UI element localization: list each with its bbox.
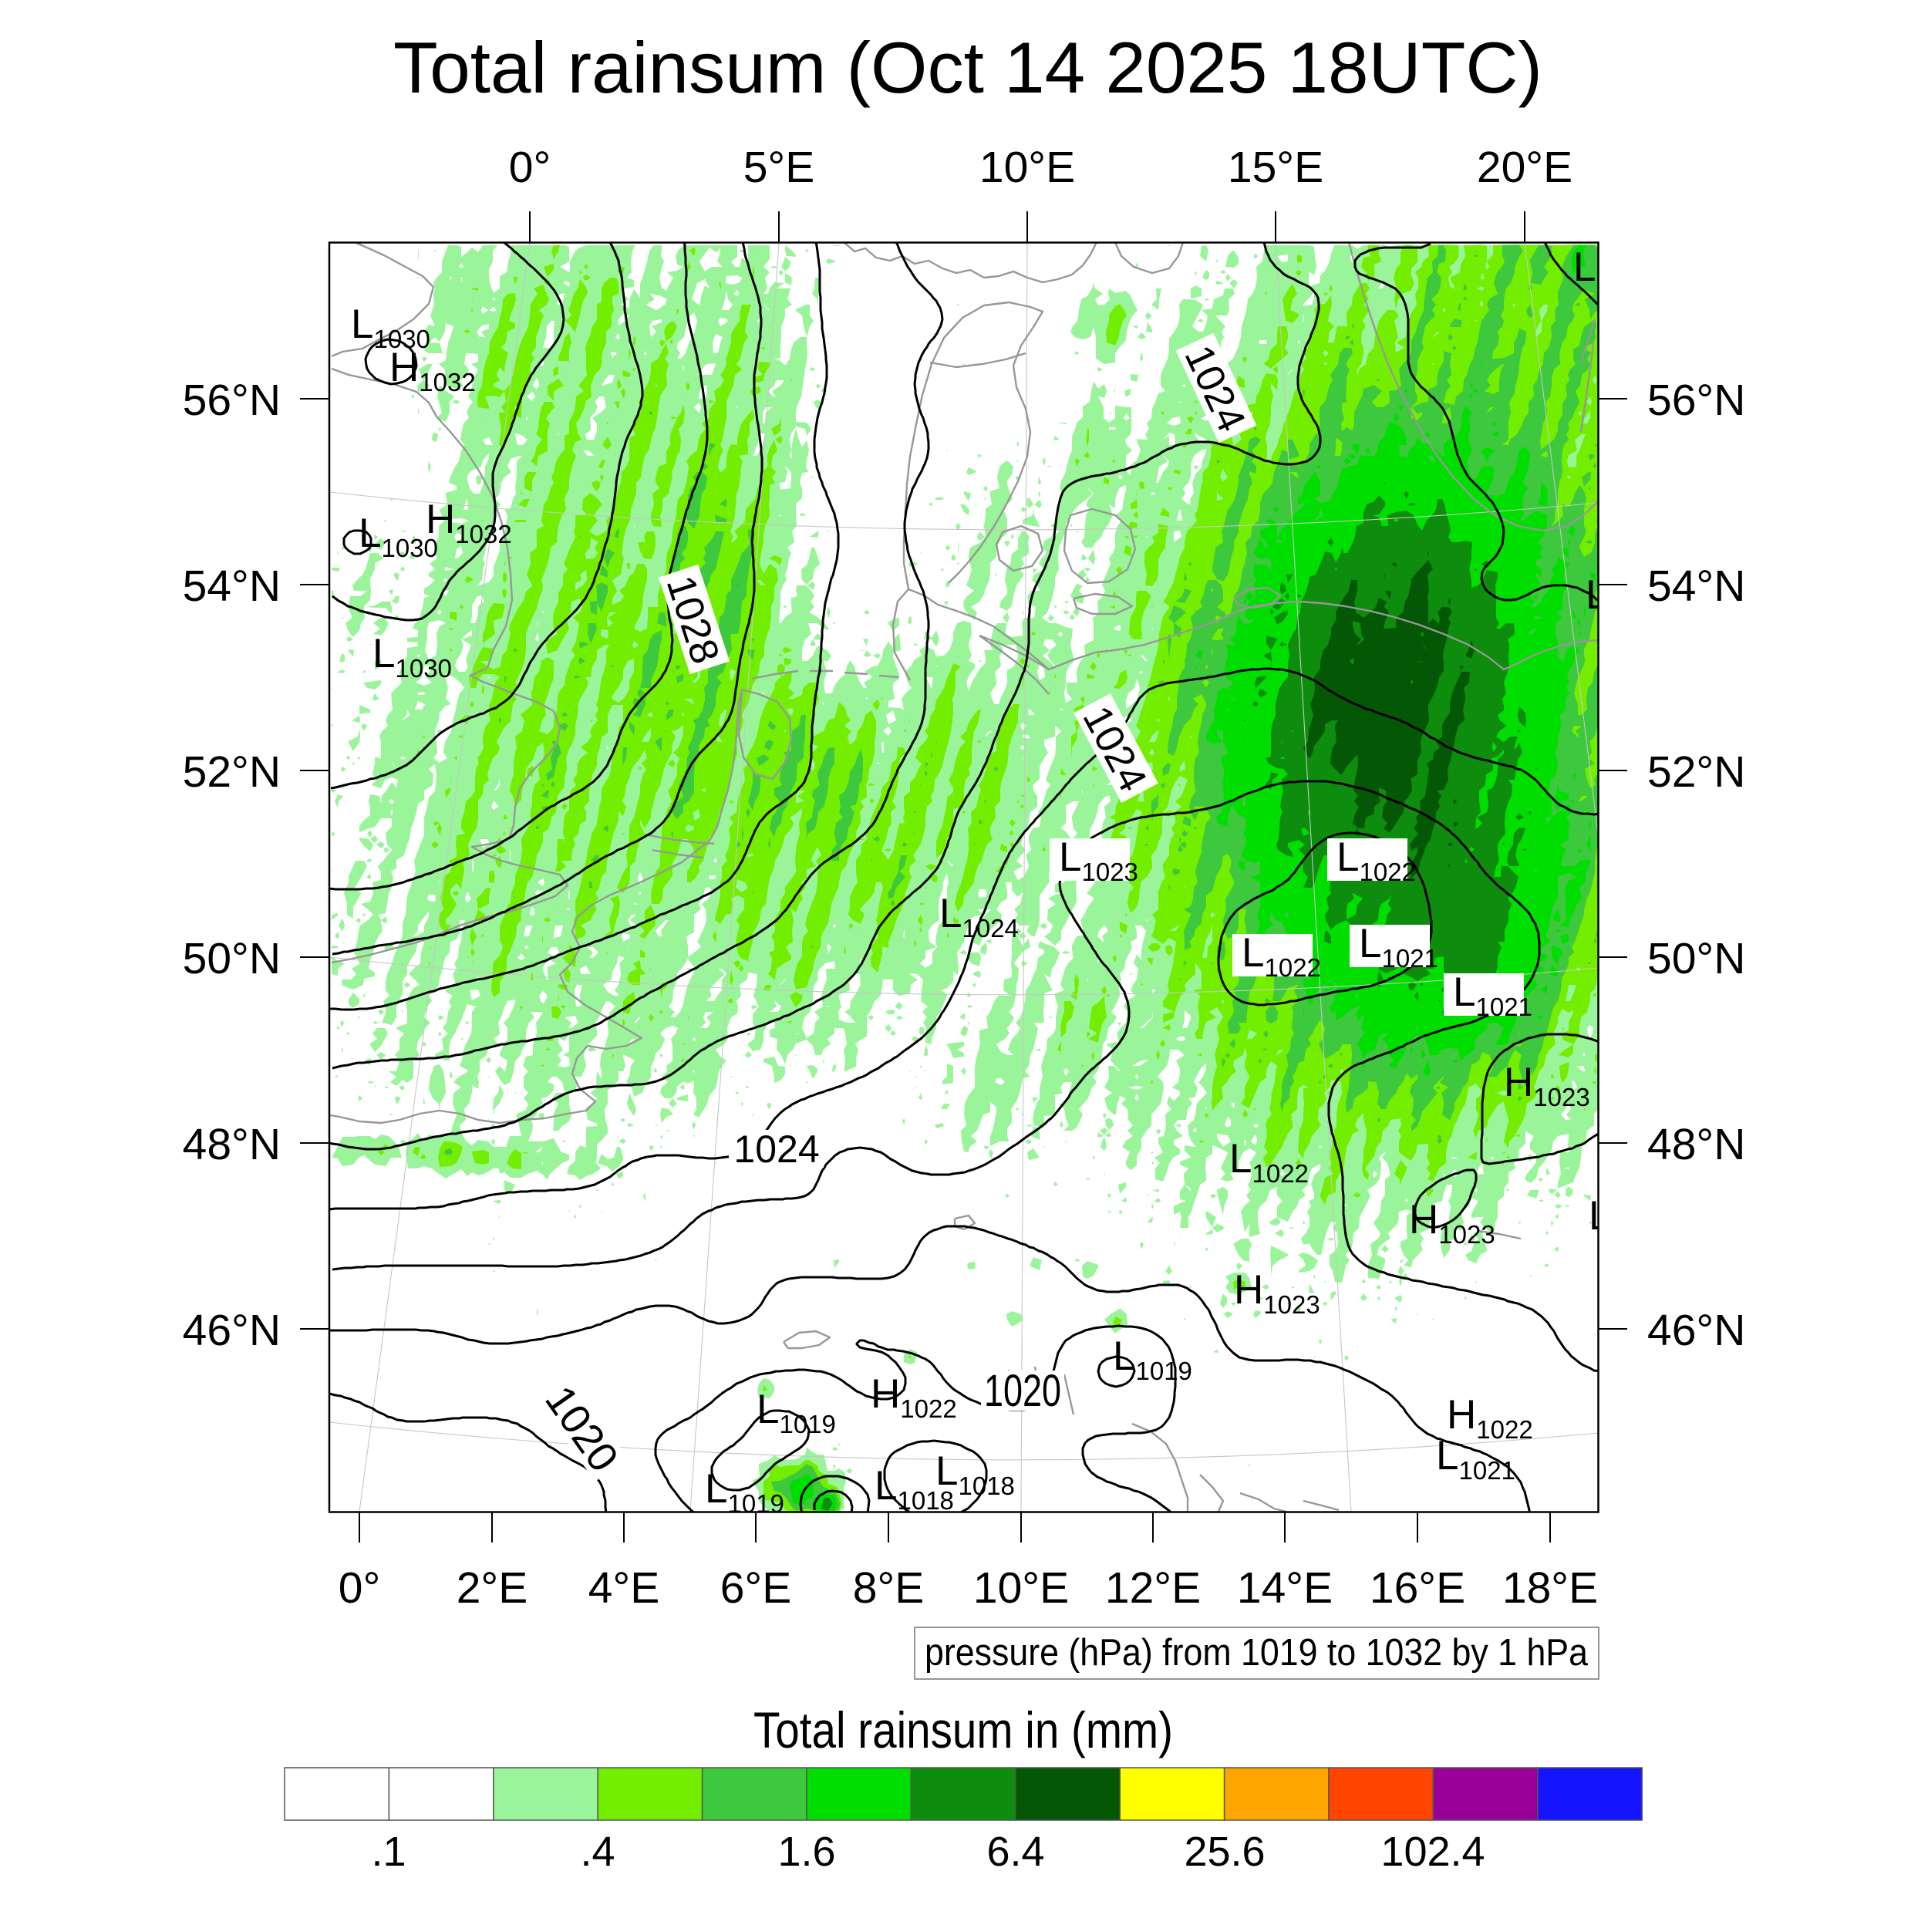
svg-text:4°E: 4°E [588,1563,660,1613]
svg-text:48°N: 48°N [183,1120,281,1169]
svg-text:L1024: L1024 [939,891,1019,942]
svg-text:50°N: 50°N [1647,934,1745,983]
svg-text:15°E: 15°E [1228,143,1323,192]
svg-text:50°N: 50°N [183,934,281,983]
svg-text:10°E: 10°E [979,143,1075,192]
svg-text:10°E: 10°E [973,1563,1069,1613]
svg-text:2°E: 2°E [457,1563,528,1613]
svg-text:Total rainsum (Oct 14 2025 18U: Total rainsum (Oct 14 2025 18UTC) [393,27,1542,108]
svg-text:56°N: 56°N [1647,376,1745,425]
svg-text:1024: 1024 [733,1128,819,1171]
svg-text:H1022: H1022 [1447,1392,1533,1444]
svg-text:5°E: 5°E [743,143,815,192]
svg-text:1020: 1020 [984,1366,1061,1416]
svg-text:46°N: 46°N [183,1306,281,1355]
svg-text:52°N: 52°N [183,747,281,797]
svg-text:0°: 0° [509,143,551,192]
svg-text:8°E: 8°E [853,1563,925,1613]
svg-text:L1021: L1021 [1586,572,1665,624]
svg-text:L1021: L1021 [1589,1193,1668,1245]
svg-text:12°E: 12°E [1105,1563,1201,1613]
svg-text:.4: .4 [580,1829,615,1875]
svg-text:54°N: 54°N [183,561,281,611]
svg-text:6°E: 6°E [720,1563,792,1613]
svg-text:52°N: 52°N [1647,747,1745,797]
svg-text:56°N: 56°N [183,376,281,425]
svg-text:48°N: 48°N [1647,1120,1745,1169]
svg-text:.1: .1 [371,1829,406,1875]
svg-text:pressure (hPa) from 1019 to 10: pressure (hPa) from 1019 to 1032 by 1 hP… [925,1632,1589,1674]
svg-text:Total rainsum in (mm): Total rainsum in (mm) [753,1701,1173,1758]
svg-text:6.4: 6.4 [986,1829,1044,1875]
svg-text:L1024: L1024 [1573,244,1653,296]
svg-text:46°N: 46°N [1647,1306,1745,1355]
svg-text:16°E: 16°E [1370,1563,1465,1613]
svg-text:25.6: 25.6 [1184,1829,1265,1875]
svg-text:20°E: 20°E [1477,143,1572,192]
svg-text:1.6: 1.6 [777,1829,835,1875]
svg-text:0°: 0° [339,1563,381,1613]
svg-text:102.4: 102.4 [1380,1829,1485,1875]
svg-text:54°N: 54°N [1647,561,1745,611]
svg-text:14°E: 14°E [1237,1563,1333,1613]
svg-text:18°E: 18°E [1502,1563,1598,1613]
